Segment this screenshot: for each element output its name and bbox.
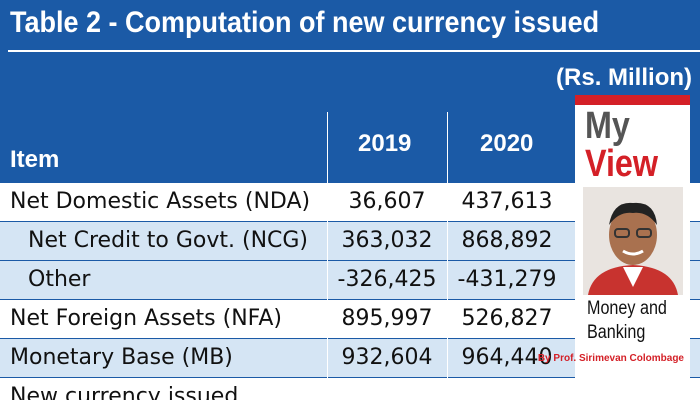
cell-value: 868,892: [461, 228, 553, 253]
row-label: Other: [28, 267, 91, 292]
column-header: 2020: [480, 130, 534, 157]
row-label: Net Credit to Govt. (NCG): [28, 228, 309, 253]
cell-value: 526,827: [461, 306, 553, 331]
table-title: Table 2 - Computation of new currency is…: [10, 6, 600, 39]
cell-value: -326,425: [337, 267, 437, 292]
table-row: New currency issued: [0, 377, 700, 400]
byline-prefix: By: [537, 353, 551, 364]
column-divider: [447, 112, 448, 400]
cell-value: 895,997: [341, 306, 433, 331]
byline-author: Prof. Sirimevan Colombage: [553, 353, 684, 364]
column-badge: My View Money and Banking By Prof. Sirim…: [538, 95, 690, 400]
cell-value: 964,440: [461, 345, 553, 370]
column-divider: [327, 112, 328, 400]
cell-value: -431,279: [457, 267, 557, 292]
title-rule: [8, 50, 700, 52]
row-label: New currency issued: [10, 384, 239, 400]
author-photo: [583, 187, 683, 295]
cell-value: 437,613: [461, 189, 553, 214]
cell-value: 36,607: [348, 189, 426, 214]
badge-topic: Money and Banking: [587, 298, 667, 343]
badge-line2: View: [585, 143, 659, 185]
cell-value: 363,032: [341, 228, 433, 253]
row-label: Net Foreign Assets (NFA): [10, 306, 282, 331]
badge-line1: My: [585, 105, 630, 147]
column-header: 2019: [358, 130, 412, 157]
row-label: Net Domestic Assets (NDA): [10, 189, 311, 214]
unit-label: (Rs. Million): [556, 64, 692, 91]
cell-value: 932,604: [341, 345, 433, 370]
row-label: Monetary Base (MB): [10, 345, 233, 370]
badge-bar: [575, 95, 690, 105]
column-header: Item: [10, 146, 60, 173]
badge-byline-prefix: By Prof. Sirimevan Colombage: [538, 353, 684, 364]
